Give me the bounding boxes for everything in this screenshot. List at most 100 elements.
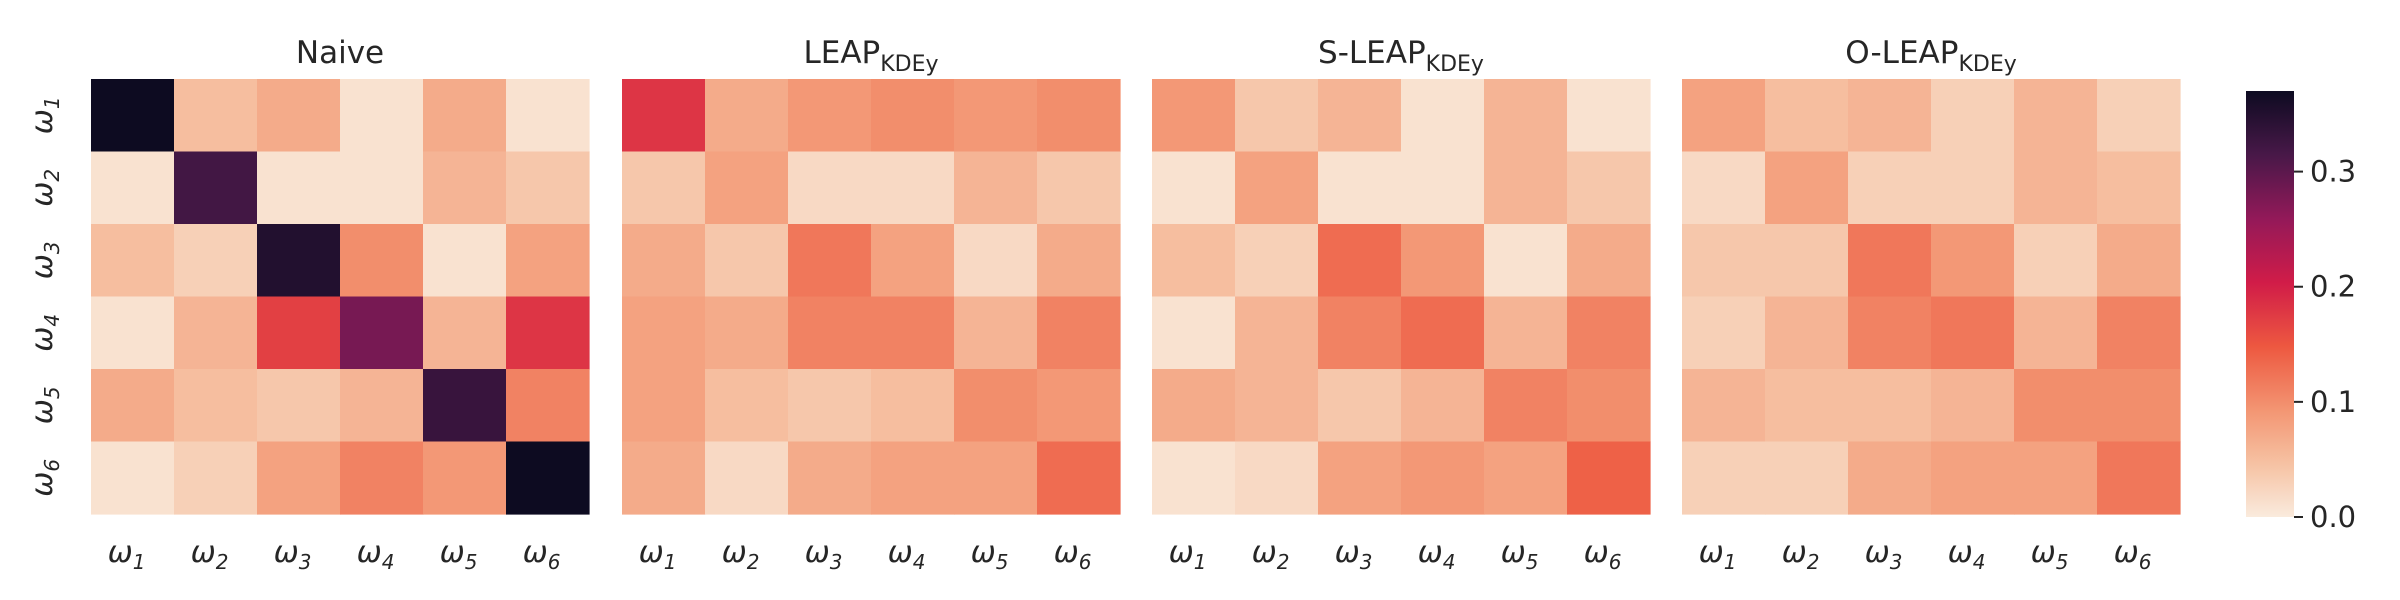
heatmap-cell xyxy=(1037,296,1121,370)
heatmap-cell xyxy=(257,296,341,370)
heatmap-cell xyxy=(2014,441,2098,515)
x-tick-label: ω6 xyxy=(1054,535,1092,574)
heatmap-cell xyxy=(1484,369,1568,443)
heatmap-cell xyxy=(2097,369,2181,443)
heatmap-cell xyxy=(788,151,872,225)
heatmap-cell xyxy=(1152,296,1236,370)
heatmap-cell xyxy=(91,151,175,225)
heatmap-cell xyxy=(1484,441,1568,515)
heatmap-panel: O-LEAPKDEy ω1 ω2 ω3 ω4 ω5 ω6 xyxy=(1682,35,2181,574)
heatmap-cell xyxy=(1682,296,1766,370)
x-tick-label: ω4 xyxy=(357,535,395,574)
heatmap-panel: Naive ω1 ω2 ω3 ω4 ω5 ω6 xyxy=(91,35,590,574)
heatmap-cell xyxy=(1848,441,1932,515)
heatmap-cell xyxy=(1037,224,1121,298)
heatmap-cell xyxy=(340,224,424,298)
heatmap-cell xyxy=(257,79,341,153)
heatmap-cell xyxy=(1235,441,1319,515)
panel-title-main: S-LEAP xyxy=(1318,35,1426,71)
heatmap-cell xyxy=(622,296,706,370)
heatmap-cell xyxy=(871,79,955,153)
heatmap-cell xyxy=(174,79,258,153)
heatmap-cell xyxy=(1037,79,1121,153)
heatmap-cell xyxy=(2097,296,2181,370)
heatmap-cell xyxy=(340,79,424,153)
heatmap-cell xyxy=(1401,369,1485,443)
heatmap-cell xyxy=(2014,79,2098,153)
heatmap-cell xyxy=(1848,224,1932,298)
heatmap-cell xyxy=(257,369,341,443)
heatmap-cell xyxy=(340,369,424,443)
heatmap-cell xyxy=(1235,79,1319,153)
x-tick-label: ω1 xyxy=(639,535,677,574)
panel-title-main: O-LEAP xyxy=(1845,35,1958,71)
heatmap-cell xyxy=(954,151,1038,225)
heatmap-cell xyxy=(1152,369,1236,443)
heatmap-cell xyxy=(1848,151,1932,225)
panel-title: LEAPKDEy xyxy=(803,35,938,77)
x-tick-label: ω5 xyxy=(1501,535,1539,574)
heatmap-cell xyxy=(1848,369,1932,443)
panel-title-main: Naive xyxy=(296,35,384,71)
heatmap-cell xyxy=(705,441,789,515)
heatmap-cell xyxy=(1235,296,1319,370)
x-tick-label: ω2 xyxy=(1782,535,1820,574)
colorbar: 0.0 0.1 0.2 0.3 xyxy=(2246,91,2356,534)
panel-title: Naive xyxy=(296,35,384,71)
heatmap-cell xyxy=(1037,369,1121,443)
heatmap-cell xyxy=(1037,441,1121,515)
heatmap-cell xyxy=(954,296,1038,370)
heatmap-cell xyxy=(1567,369,1651,443)
heatmap-cell xyxy=(788,296,872,370)
colorbar-tick-label: 0.0 xyxy=(2310,500,2356,534)
heatmap-cell xyxy=(506,369,590,443)
heatmap-cell xyxy=(257,441,341,515)
heatmap-cell xyxy=(871,441,955,515)
heatmap-cell xyxy=(2097,79,2181,153)
heatmap-cell xyxy=(1484,224,1568,298)
heatmap-cell xyxy=(1567,296,1651,370)
x-tick-label: ω3 xyxy=(1865,535,1903,574)
heatmap-cell xyxy=(91,441,175,515)
heatmap-cell xyxy=(506,79,590,153)
heatmap-cell xyxy=(1401,296,1485,370)
heatmap-cell xyxy=(1318,151,1402,225)
heatmap-cell xyxy=(705,79,789,153)
x-tick-label: ω6 xyxy=(523,535,561,574)
y-tick-label: ω4 xyxy=(25,314,64,352)
heatmap-cell xyxy=(788,441,872,515)
x-tick-label: ω1 xyxy=(108,535,146,574)
panel-title: O-LEAPKDEy xyxy=(1845,35,2017,77)
x-tick-label: ω2 xyxy=(722,535,760,574)
heatmap-cell xyxy=(1931,79,2015,153)
heatmap-cell xyxy=(506,151,590,225)
heatmap-cell xyxy=(788,224,872,298)
heatmap-cell xyxy=(1931,151,2015,225)
heatmap-cell xyxy=(622,151,706,225)
heatmap-panels: Naive ω1 ω2 ω3 ω4 ω5 ω6 LEAPKDEy ω1 ω2 ω3 ω4 ω5 ω6 S-L… xyxy=(25,35,2181,574)
heatmap-cell xyxy=(1931,369,2015,443)
heatmap-panel: LEAPKDEy ω1 ω2 ω3 ω4 ω5 ω6 xyxy=(622,35,1121,574)
panel-title-subscript: KDEy xyxy=(1426,52,1484,77)
heatmap-cell xyxy=(1682,79,1766,153)
heatmap-cell xyxy=(506,441,590,515)
heatmap-cell xyxy=(1401,151,1485,225)
panel-title-subscript: KDEy xyxy=(1958,52,2016,77)
heatmap-cell xyxy=(1682,224,1766,298)
heatmap-cell xyxy=(1765,224,1849,298)
heatmap-cell xyxy=(423,79,507,153)
y-tick-label: ω5 xyxy=(25,386,64,424)
x-tick-label: ω4 xyxy=(888,535,926,574)
y-tick-label: ω6 xyxy=(25,459,64,497)
colorbar-tick-label: 0.2 xyxy=(2310,270,2356,304)
heatmap-cell xyxy=(340,151,424,225)
heatmap-cell xyxy=(1848,79,1932,153)
heatmap-cell xyxy=(871,151,955,225)
heatmap-cell xyxy=(2014,151,2098,225)
heatmap-cell xyxy=(1152,224,1236,298)
heatmap-cell xyxy=(1401,224,1485,298)
heatmap-cell xyxy=(622,79,706,153)
heatmap-cell xyxy=(1318,79,1402,153)
y-tick-label: ω3 xyxy=(25,241,64,279)
